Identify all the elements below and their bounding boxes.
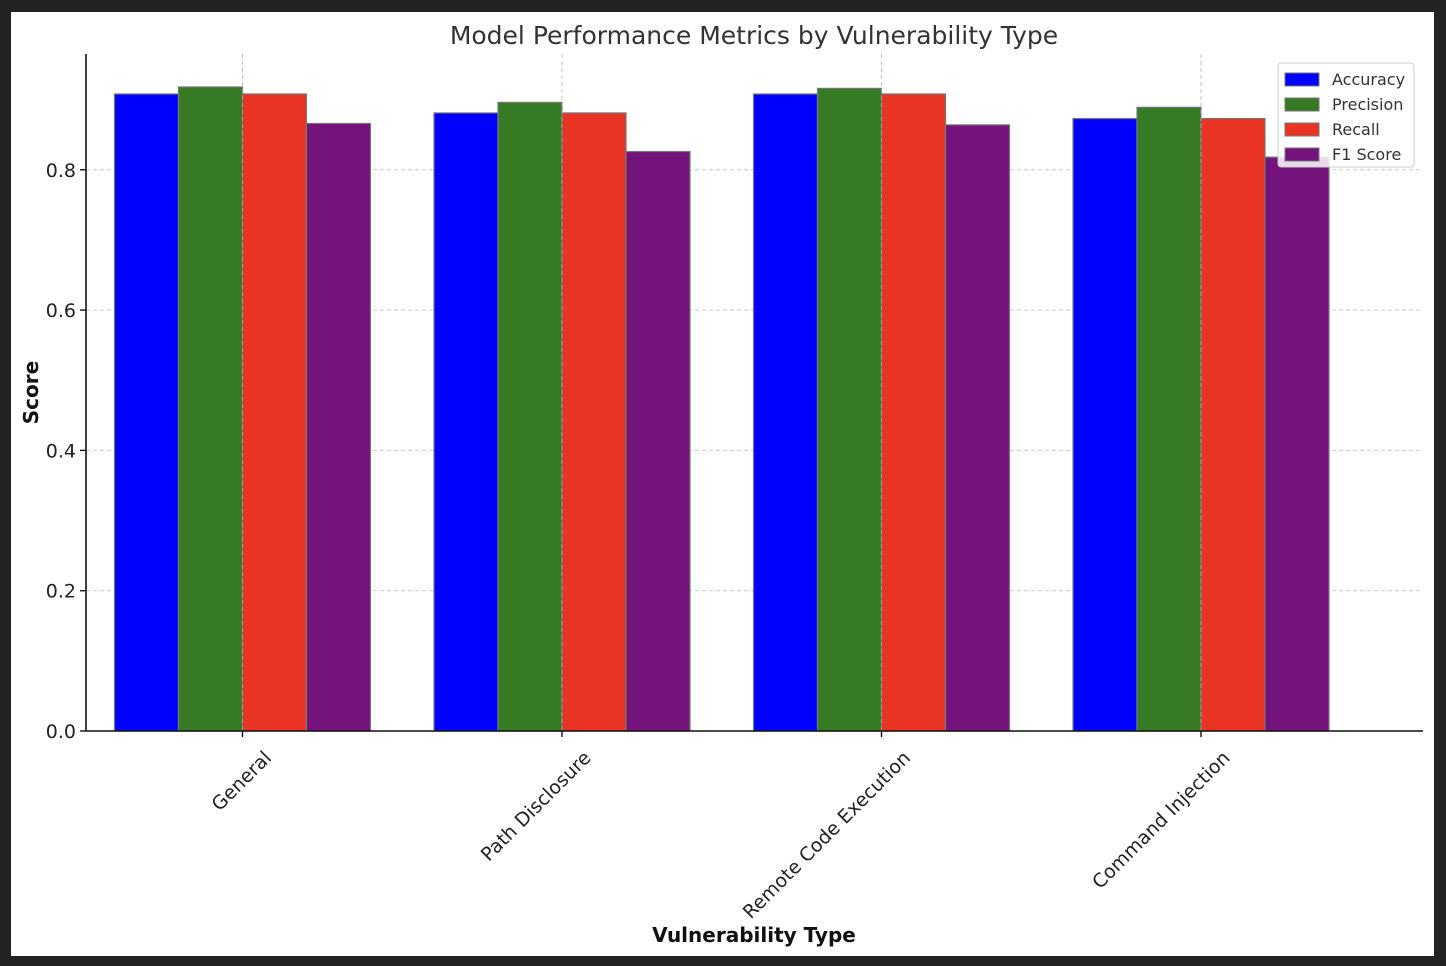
bar-precision-0 (177, 86, 244, 732)
x-axis-ticks: General Path Disclosure Remote Code Execut… (208, 731, 1235, 923)
x-tick-label-3: Command Injection (1088, 747, 1234, 893)
legend: Accuracy Precision Recall F1 Score (1277, 62, 1415, 168)
y-axis-ticks: 0.0 0.2 0.4 0.6 0.8 (46, 160, 86, 743)
bar-f1-score-2 (944, 124, 1011, 732)
bar-precision-3 (1136, 106, 1202, 732)
legend-label-2: Recall (1332, 120, 1380, 139)
bar-accuracy-0 (113, 93, 180, 732)
y-tick-label-3: 0.6 (46, 300, 76, 322)
legend-label-0: Accuracy (1332, 70, 1405, 89)
bar-precision-1 (497, 101, 563, 732)
bar-f1-score-0 (305, 122, 372, 732)
bar-chart: Model Performance Metrics by Vulnerabili… (19, 21, 1423, 947)
legend-swatch-2 (1284, 122, 1320, 137)
y-tick-label-4: 0.8 (46, 160, 76, 182)
legend-box (1277, 62, 1415, 168)
bar-precision-2 (816, 87, 883, 732)
legend-swatch-1 (1284, 97, 1320, 112)
x-tick-label-0: General (208, 747, 277, 816)
bar-recall-2 (880, 93, 947, 732)
bars (113, 54, 1330, 732)
legend-label-3: F1 Score (1332, 145, 1401, 164)
chart-canvas: Model Performance Metrics by Vulnerabili… (11, 12, 1434, 956)
y-tick-label-0: 0.0 (46, 721, 76, 743)
chart-title: Model Performance Metrics by Vulnerabili… (450, 21, 1058, 50)
bar-accuracy-1 (433, 112, 499, 732)
y-axis-label: Score (19, 361, 43, 424)
bar-f1-score-3 (1264, 156, 1330, 732)
x-tick-label-1: Path Disclosure (477, 747, 596, 866)
bar-accuracy-3 (1072, 117, 1138, 732)
bar-accuracy-2 (752, 93, 819, 732)
x-tick-label-2: Remote Code Execution (739, 747, 915, 923)
legend-swatch-3 (1284, 147, 1320, 162)
bar-recall-0 (241, 93, 308, 732)
x-axis-label: Vulnerability Type (652, 923, 856, 947)
axes (85, 54, 1423, 732)
bar-f1-score-1 (625, 150, 691, 732)
bar-recall-1 (561, 112, 627, 732)
y-tick-label-1: 0.2 (46, 581, 76, 603)
legend-swatch-0 (1284, 72, 1320, 87)
y-tick-label-2: 0.4 (46, 440, 76, 462)
legend-label-1: Precision (1332, 95, 1403, 114)
bar-recall-3 (1200, 117, 1266, 732)
